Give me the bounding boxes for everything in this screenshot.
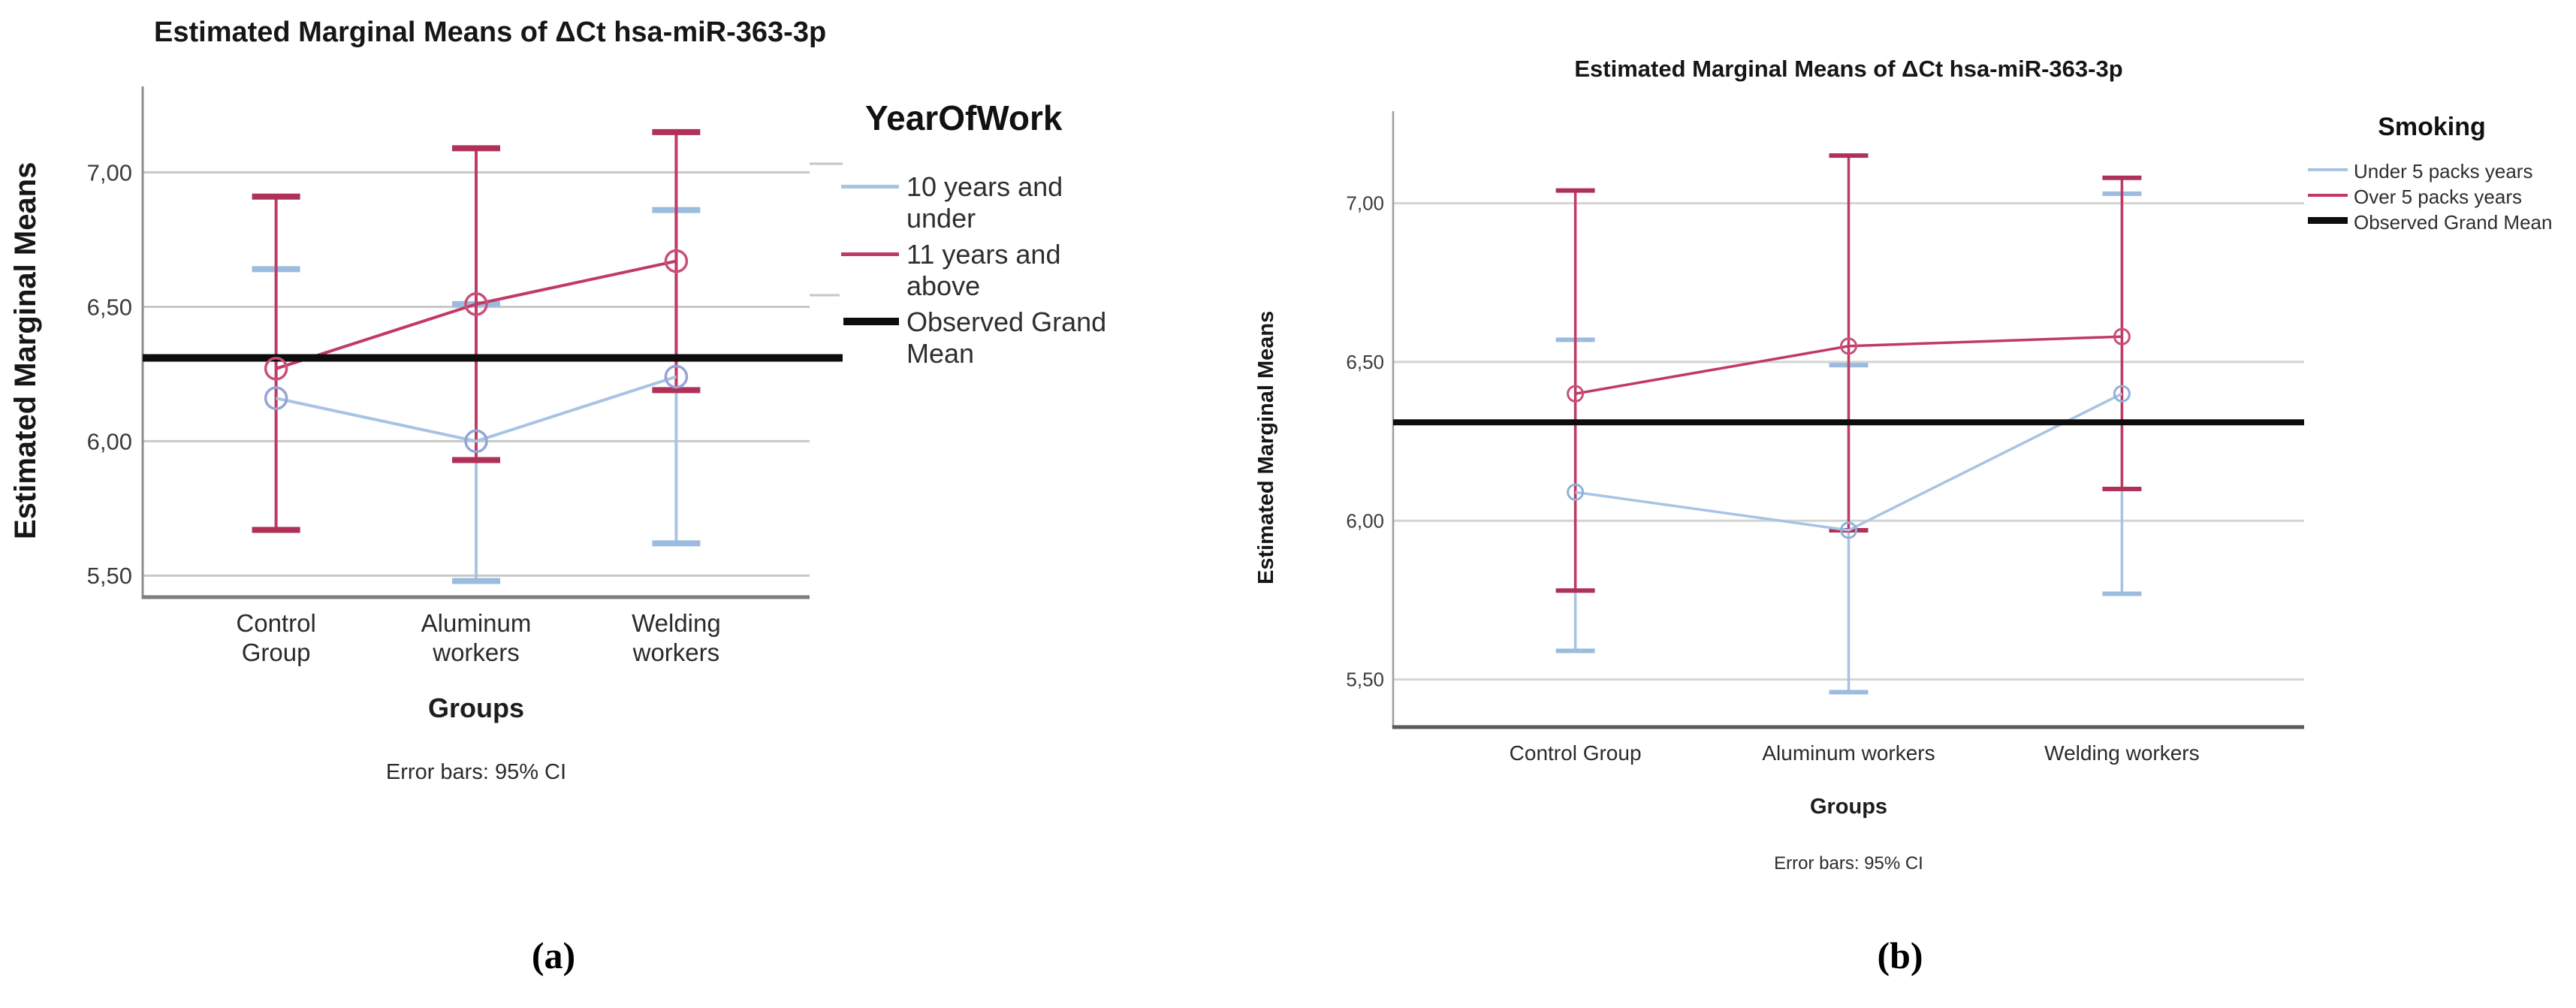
chart-a-x-axis-title: Groups (427, 693, 524, 723)
x-category-label: Welding (632, 609, 721, 637)
chart-b-y-axis-label: Estimated Marginal Means (1254, 310, 1278, 584)
legend-item-label: 10 years and under (906, 171, 1063, 234)
legend-item-label: 11 years and above (906, 239, 1061, 301)
grand-mean-line-key-icon (2308, 217, 2348, 224)
legend-item: Observed Grand Mean (811, 306, 1142, 370)
data-point-marker (664, 249, 689, 273)
panel-b-caption: (b) (1877, 934, 1923, 976)
data-point-marker (464, 429, 488, 454)
data-point-marker (1567, 483, 1585, 501)
series-line-key-icon (841, 185, 899, 189)
chart-b-title: Estimated Marginal Means of ΔCt hsa-miR-… (1574, 56, 2123, 82)
legend-item: Under 5 packs years (2308, 158, 2576, 184)
data-point-marker (1840, 337, 1857, 355)
x-category-label: Aluminum workers (1762, 741, 1935, 765)
series-line-key-icon (2308, 168, 2348, 171)
data-point-marker (1567, 385, 1585, 403)
x-category-label: workers (632, 638, 720, 666)
data-point-marker (664, 364, 689, 389)
series-line (276, 375, 677, 443)
series-line-key-icon (841, 252, 899, 256)
chart-(a): 7,006,506,005,50ControlGroupAluminumwork… (87, 86, 843, 666)
data-point-marker (264, 386, 288, 410)
data-point-marker (2113, 385, 2131, 403)
y-tick-label: 6,00 (1346, 509, 1384, 532)
y-tick-label: 5,50 (1346, 668, 1384, 691)
chart-a-title: Estimated Marginal Means of ΔCt hsa-miR-… (154, 17, 827, 48)
chart-b-legend: Smoking Under 5 packs years Over 5 packs … (2308, 113, 2576, 235)
y-tick-label: 6,50 (1346, 351, 1384, 373)
series-line (1575, 392, 2123, 532)
legend-item-label: Observed Grand Mean (906, 306, 1107, 369)
legend-item-label: Under 5 packs years (2354, 160, 2533, 183)
x-category-label: Welding workers (2044, 741, 2199, 765)
chart-b-x-axis-title: Groups (1809, 795, 1888, 819)
y-tick-label: 7,00 (87, 159, 132, 186)
y-tick-label: 7,00 (1346, 192, 1384, 215)
data-point-marker (264, 357, 288, 381)
chart-a-y-axis-label: Estimated Marginal Means (9, 161, 42, 539)
y-tick-label: 5,50 (87, 563, 132, 589)
legend-item: Observed Grand Mean (2308, 210, 2576, 235)
legend-item: 10 years and under (811, 171, 1142, 234)
chart-(b): 7,00 6,50 6,00 5,50 Control Group Aluminum wo… (1346, 111, 2304, 765)
chart-a-legend: YearOfWork 10 years and under 11 years an… (811, 98, 1142, 374)
chart-b-legend-title: Smoking (2378, 113, 2486, 141)
chart-b-error-bar-footnote: Error bars: 95% CI (1774, 853, 1923, 874)
legend-item: 11 years and above (811, 239, 1142, 302)
y-tick-label: 6,00 (87, 428, 132, 454)
chart-b-legend-items: Under 5 packs years Over 5 packs years Obs… (2308, 158, 2576, 235)
grand-mean-line-key-icon (843, 318, 899, 325)
series-line (1575, 335, 2122, 395)
x-category-label: workers (432, 638, 520, 666)
legend-item-label: Observed Grand Mean (2354, 211, 2553, 234)
x-category-label: Control (236, 609, 315, 637)
data-point-marker (2113, 327, 2131, 346)
x-category-label: Group (242, 638, 311, 666)
legend-item: Over 5 packs years (2308, 184, 2576, 210)
chart-a-error-bar-footnote: Error bars: 95% CI (385, 760, 567, 784)
series-line-key-icon (2308, 194, 2348, 197)
x-category-label: Aluminum (421, 609, 532, 637)
series-line (275, 259, 677, 370)
data-point-marker (464, 292, 488, 316)
panel-a-caption: (a) (531, 934, 576, 976)
chart-a-legend-items: 10 years and under 11 years and above Obse… (811, 171, 1142, 370)
y-tick-label: 6,50 (87, 294, 132, 320)
chart-a-legend-title: YearOfWork (865, 98, 1063, 137)
x-category-label: Control Group (1510, 741, 1642, 765)
legend-item-label: Over 5 packs years (2354, 186, 2522, 208)
data-point-marker (1840, 521, 1857, 539)
